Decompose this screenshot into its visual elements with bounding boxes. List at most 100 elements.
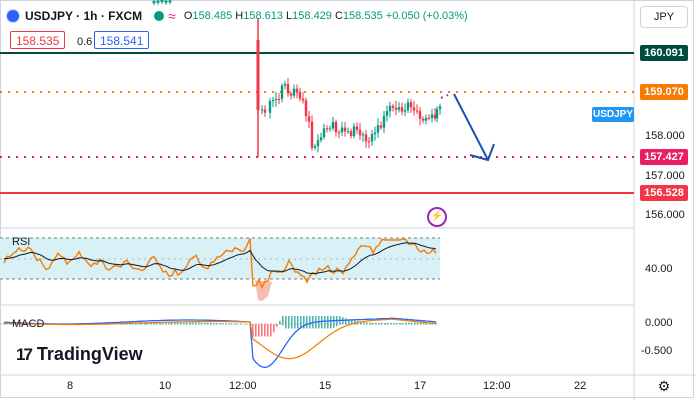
candle-body [418,111,422,119]
tradingview-logo: 17 TradingView [16,344,143,365]
macd-bar [180,322,182,325]
macd-bar [186,322,188,325]
candle-body [286,83,290,94]
macd-bar [234,323,236,325]
price-label-157-427: 157.427 [640,149,688,165]
rsi-line [3,238,437,290]
macd-bar [417,322,419,325]
candle-body [307,116,311,122]
macd-bar [300,316,302,329]
time-tick-17: 17 [414,380,427,392]
macd-signal-line [3,318,437,360]
macd-bar [219,323,221,325]
candle-body [427,117,431,119]
candle-body [433,114,437,119]
price-tick-156: 156.000 [645,209,685,221]
macd-bar [276,324,278,327]
candle-body [406,102,410,111]
candle-body [382,115,386,128]
macd-label[interactable]: MACD [12,318,45,330]
macd-bar [165,322,167,325]
symbol-title[interactable]: USDJPY · 1h · FXCM [25,9,143,23]
macd-tick-neg-0-5: -0.500 [641,345,673,357]
candle-body [385,111,389,116]
macd-bar [168,322,170,325]
candle-body [156,0,160,3]
macd-bar [192,322,194,325]
macd-bar [210,322,212,325]
candle-body [397,107,401,110]
price-tick-158: 158.000 [645,130,685,142]
macd-bar [402,322,404,325]
candle-body [358,129,362,136]
macd-bar [273,324,275,333]
macd-bar [162,322,164,325]
candle-body [274,98,278,101]
macd-bar [414,322,416,325]
wave-icon[interactable]: ≈ [168,8,176,24]
macd-bar [153,322,155,325]
buy-button[interactable]: 158.541 [94,31,150,49]
candle-body [304,100,308,117]
macd-bar [372,322,374,325]
macd-bar [207,322,209,325]
macd-bar [237,323,239,325]
close-value: 158.535 [342,10,383,22]
sell-button[interactable]: 158.535 [10,31,66,49]
macd-bar [399,322,401,325]
macd-bar [264,324,266,337]
change-value: +0.050 (+0.03%) [385,10,468,22]
macd-bar [3,323,5,325]
interval: 1h [83,9,98,23]
macd-bar [408,322,410,325]
ohlc-values: O158.485 H158.613 L158.429 C158.535 +0.0… [184,10,468,22]
macd-bar [366,322,368,325]
macd-bar [423,322,425,325]
projection-arrow-head [469,143,495,162]
macd-bar [216,322,218,325]
gear-icon[interactable]: ⚙ [657,378,671,394]
candle-body [340,127,344,133]
candle-body [370,134,374,142]
candle-body [415,110,419,112]
open-label: O [183,10,193,22]
candle-body [319,137,323,141]
macd-bar [321,316,323,329]
candles-group [152,0,442,157]
high-value: 158.613 [243,10,283,22]
candle-body [367,141,371,143]
candle-body [388,106,392,112]
candle-body [160,0,164,2]
macd-bar [378,322,380,325]
lightning-icon[interactable]: ⚡ [427,207,447,227]
low-value: 158.429 [292,10,332,22]
time-tick-10: 10 [159,380,172,392]
candle-body [364,134,368,142]
macd-bar [351,320,353,325]
currency-selector[interactable]: JPY [640,6,688,28]
rsi-label[interactable]: RSI [12,236,31,248]
macd-bar [384,322,386,325]
price-label-160-091: 160.091 [640,45,688,61]
candle-body [313,146,317,148]
macd-bar [159,322,161,325]
candle-body [328,128,332,130]
macd-bar [387,322,389,325]
candle-body [263,109,267,113]
candle-body [298,91,302,99]
time-tick-15: 15 [319,380,332,392]
macd-bar [330,316,332,329]
candle-body [409,102,413,108]
macd-bar [246,323,248,325]
candle-body [301,98,305,101]
macd-bar [255,324,257,337]
symbol-tag: USDJPY [592,107,634,122]
symbol-header[interactable]: USDJPY · 1h · FXCM ≈ O158.485 H158.613 L… [6,6,468,26]
candle-body [322,128,326,138]
candle-body [421,118,425,121]
time-tick-12-00-a: 12:00 [229,380,257,392]
candle-body [316,140,320,147]
macd-bar [291,316,293,329]
macd-bar [348,319,350,325]
